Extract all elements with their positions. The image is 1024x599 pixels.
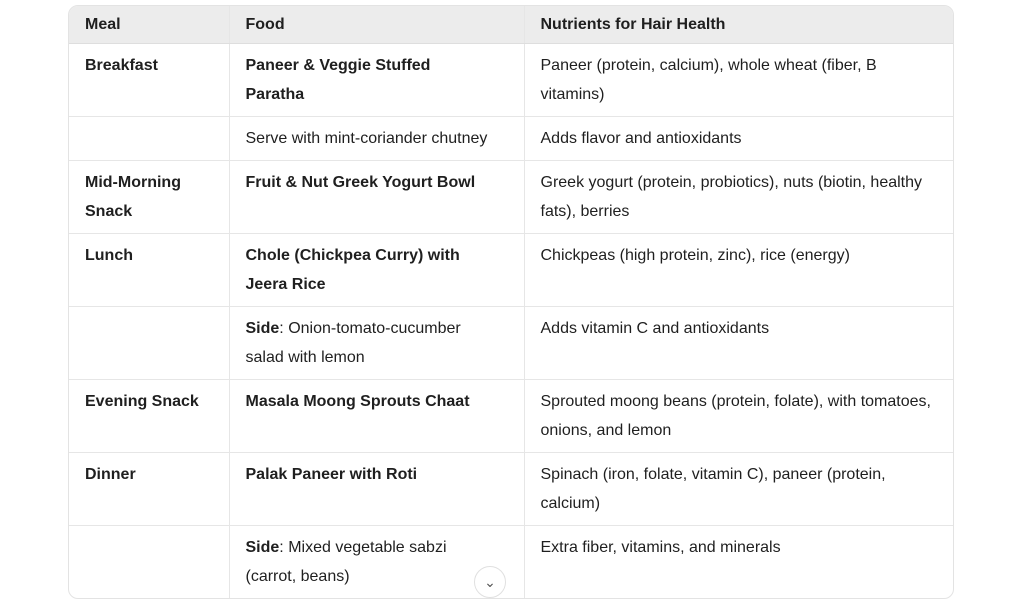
nutrients-cell: Extra fiber, vitamins, and minerals: [540, 539, 781, 556]
nutrients-cell: Sprouted moong beans (protein, folate), …: [524, 379, 953, 453]
table-row: Evening Snack Masala Moong Sprouts Chaat…: [69, 379, 953, 453]
chevron-down-icon: ⌄: [484, 573, 496, 590]
table-row: Lunch Chole (Chickpea Curry) with Jeera …: [69, 233, 953, 307]
meal-plan-table: Meal Food Nutrients for Hair Health Brea…: [68, 5, 954, 599]
table-row: Dinner Palak Paneer with Roti Spinach (i…: [69, 452, 953, 526]
nutrients-cell: Greek yogurt (protein, probiotics), nuts…: [524, 160, 953, 234]
table-row: Side: Onion-tomato-cucumber salad with l…: [69, 306, 953, 380]
meal-cell: Breakfast: [69, 43, 230, 117]
table-header-row: Meal Food Nutrients for Hair Health: [69, 6, 953, 44]
table-row: Side: Mixed vegetable sabzi (carrot, bea…: [69, 525, 953, 598]
nutrients-cell: Spinach (iron, folate, vitamin C), panee…: [524, 452, 953, 526]
column-header-meal: Meal: [69, 6, 230, 44]
meal-cell: Dinner: [69, 452, 230, 526]
column-header-food: Food: [229, 6, 525, 44]
food-cell: Masala Moong Sprouts Chaat: [229, 379, 525, 453]
food-cell: Fruit & Nut Greek Yogurt Bowl: [229, 160, 525, 234]
nutrients-cell: Paneer (protein, calcium), whole wheat (…: [524, 43, 953, 117]
food-cell: Palak Paneer with Roti: [229, 452, 525, 526]
meal-cell: Lunch: [69, 233, 230, 307]
nutrients-cell: Adds vitamin C and antioxidants: [524, 306, 953, 380]
food-cell: Serve with mint-coriander chutney: [229, 116, 525, 161]
meal-plan-table-grid: Meal Food Nutrients for Hair Health Brea…: [69, 6, 953, 598]
meal-cell: [69, 525, 230, 598]
table-row: Mid-Morning Snack Fruit & Nut Greek Yogu…: [69, 160, 953, 234]
meal-cell: Mid-Morning Snack: [69, 160, 230, 234]
scroll-to-bottom-button[interactable]: ⌄: [474, 566, 506, 598]
meal-cell: [69, 116, 230, 161]
nutrients-cell: Chickpeas (high protein, zinc), rice (en…: [524, 233, 953, 307]
meal-cell: [69, 306, 230, 380]
food-cell: Side: Onion-tomato-cucumber salad with l…: [229, 306, 525, 380]
column-header-nutrients: Nutrients for Hair Health: [524, 6, 953, 44]
table-row: Serve with mint-coriander chutney Adds f…: [69, 116, 953, 161]
meal-cell: Evening Snack: [69, 379, 230, 453]
table-row: Breakfast Paneer & Veggie Stuffed Parath…: [69, 43, 953, 117]
food-cell: Chole (Chickpea Curry) with Jeera Rice: [229, 233, 525, 307]
nutrients-cell: Adds flavor and antioxidants: [524, 116, 953, 161]
food-cell: Paneer & Veggie Stuffed Paratha: [229, 43, 525, 117]
